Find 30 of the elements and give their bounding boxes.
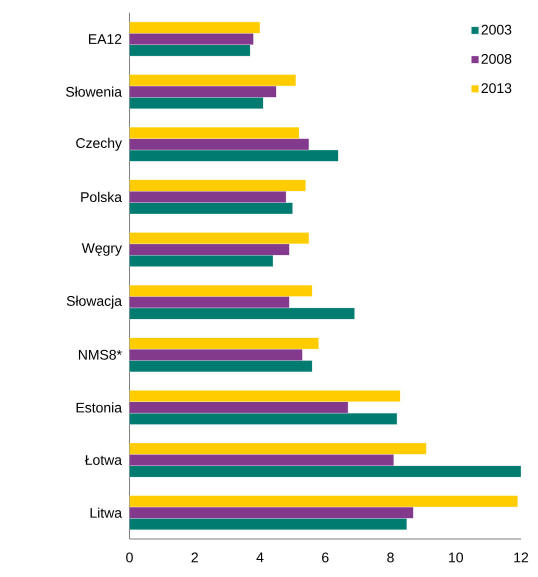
y-tick-label: NMS8* <box>78 350 122 360</box>
bar <box>130 495 518 508</box>
bar <box>130 390 400 402</box>
bar <box>130 284 312 297</box>
bar <box>130 127 300 139</box>
x-tick-label: 8 <box>387 552 394 562</box>
y-tick-label: Łotwa <box>84 455 122 465</box>
bar <box>130 338 319 350</box>
x-tick-label: 10 <box>449 552 463 562</box>
x-tick-label: 6 <box>322 552 329 562</box>
bar <box>130 442 427 455</box>
y-tick-label: Słowacja <box>66 296 122 309</box>
x-tick-label: 12 <box>514 552 528 562</box>
x-tick-label: 4 <box>256 552 264 562</box>
y-tick-label: Węgry <box>82 243 122 256</box>
y-tick-label: Litwa <box>90 508 122 518</box>
y-tick-label: EA12 <box>89 34 122 44</box>
y-tick-label: Czechy <box>76 138 122 151</box>
y-tick-label: Estonia <box>76 402 122 413</box>
bar <box>130 74 296 86</box>
legend-label: 2003 <box>482 24 512 35</box>
legend-label: 2008 <box>482 54 512 64</box>
bar <box>130 180 306 192</box>
bar <box>130 22 260 34</box>
x-tick-label: 2 <box>192 552 198 562</box>
x-tick-label: 0 <box>126 552 133 562</box>
y-tick-label: Słowenia <box>66 86 122 97</box>
y-tick-label: Polska <box>81 192 122 202</box>
legend-label: 2013 <box>482 83 512 94</box>
bar <box>130 232 310 244</box>
